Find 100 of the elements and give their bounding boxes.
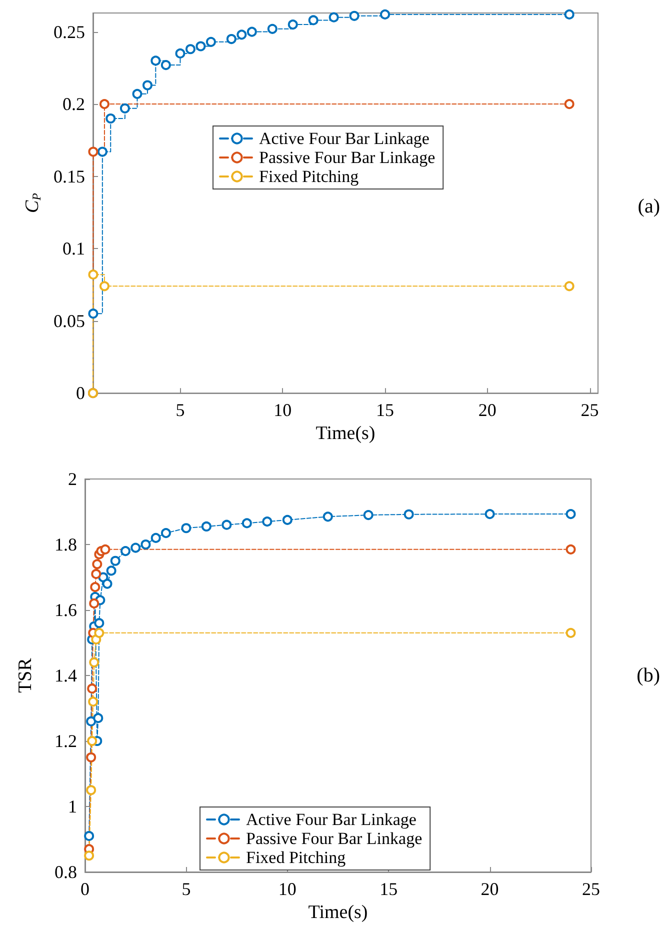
x-tick-label: 5 <box>182 879 191 899</box>
point <box>404 509 414 520</box>
y-tick-label: 0.2 <box>62 94 85 114</box>
point <box>92 559 102 570</box>
y-tick-label: 2 <box>68 469 77 489</box>
point <box>242 518 252 528</box>
point <box>132 88 142 99</box>
y-tick-label: 0.25 <box>54 22 85 42</box>
point <box>150 56 161 66</box>
point <box>88 270 98 280</box>
point <box>88 696 98 707</box>
point <box>206 36 216 47</box>
point <box>120 103 130 114</box>
point <box>288 20 298 30</box>
x-tick-label: 15 <box>376 400 394 420</box>
point <box>246 26 257 37</box>
legend-label: Active Four Bar Linkage <box>246 810 416 829</box>
point <box>90 582 100 592</box>
y-tick-label: 1.6 <box>54 600 77 620</box>
point <box>282 514 292 525</box>
y-tick-label: 1 <box>68 796 77 816</box>
point <box>93 713 104 724</box>
point <box>267 24 278 34</box>
point <box>142 80 152 90</box>
point <box>140 540 151 550</box>
point <box>94 618 104 628</box>
point <box>222 520 232 530</box>
point <box>322 512 333 522</box>
point <box>566 544 576 554</box>
point <box>349 10 360 21</box>
point <box>201 521 212 532</box>
point <box>130 542 141 553</box>
point <box>564 9 574 20</box>
y-axis-title: CP <box>22 192 44 214</box>
legend-label: Passive Four Bar Linkage <box>246 829 422 848</box>
x-axis-title: Time(s) <box>316 423 376 444</box>
point <box>86 752 96 762</box>
y-tick-label: 1.2 <box>54 731 77 751</box>
point <box>94 628 104 638</box>
point <box>120 546 130 556</box>
point <box>380 9 390 20</box>
point <box>564 99 574 110</box>
point <box>87 684 98 694</box>
x-tick-label: 20 <box>480 879 499 899</box>
point <box>87 736 98 746</box>
point <box>88 146 98 157</box>
point <box>226 34 236 44</box>
y-tick-label: 0.1 <box>62 238 85 259</box>
point <box>196 41 206 52</box>
legend-label: Passive Four Bar Linkage <box>259 148 436 167</box>
point <box>236 30 247 40</box>
point <box>86 785 96 796</box>
y-axis-title: TSR <box>15 658 36 693</box>
point <box>89 598 100 608</box>
legend-label: Fixed Pitching <box>259 167 360 186</box>
point <box>363 510 374 520</box>
point <box>566 628 576 638</box>
point <box>175 48 186 58</box>
point <box>484 509 495 520</box>
point <box>160 528 171 538</box>
point <box>88 308 98 319</box>
point <box>160 60 171 70</box>
point <box>99 99 110 110</box>
point <box>106 566 116 576</box>
point <box>99 281 110 292</box>
x-tick-label: 15 <box>380 879 398 899</box>
x-tick-label: 10 <box>278 879 296 899</box>
point <box>89 657 100 668</box>
y-tick-label: 0.05 <box>54 310 85 331</box>
point <box>564 281 574 292</box>
point <box>84 850 94 861</box>
legend-label: Fixed Pitching <box>246 848 346 867</box>
point <box>110 556 120 566</box>
y-tick-label: 0 <box>76 383 85 404</box>
x-axis-title: Time(s) <box>308 902 368 923</box>
point <box>328 12 339 22</box>
x-tick-label: 25 <box>580 400 599 420</box>
point <box>86 716 96 726</box>
point <box>308 15 318 26</box>
text: (a) <box>638 196 660 218</box>
point <box>566 509 576 520</box>
point <box>262 516 272 527</box>
x-tick-label: 5 <box>176 400 185 420</box>
x-tick-label: 10 <box>274 400 292 420</box>
point <box>185 44 196 54</box>
point <box>181 523 192 534</box>
point <box>91 568 102 579</box>
y-tick-label: 0.8 <box>54 862 77 882</box>
point <box>84 830 94 841</box>
legend-label: Active Four Bar Linkage <box>259 129 430 148</box>
text: (b) <box>636 664 660 686</box>
point <box>102 578 112 589</box>
y-tick-label: 1.8 <box>54 534 77 554</box>
point <box>97 146 108 157</box>
x-tick-label: 25 <box>582 879 600 899</box>
point <box>106 114 116 124</box>
y-tick-label: 0.15 <box>54 166 85 186</box>
point <box>100 544 110 554</box>
point <box>150 532 161 543</box>
x-tick-label: 20 <box>478 400 496 420</box>
